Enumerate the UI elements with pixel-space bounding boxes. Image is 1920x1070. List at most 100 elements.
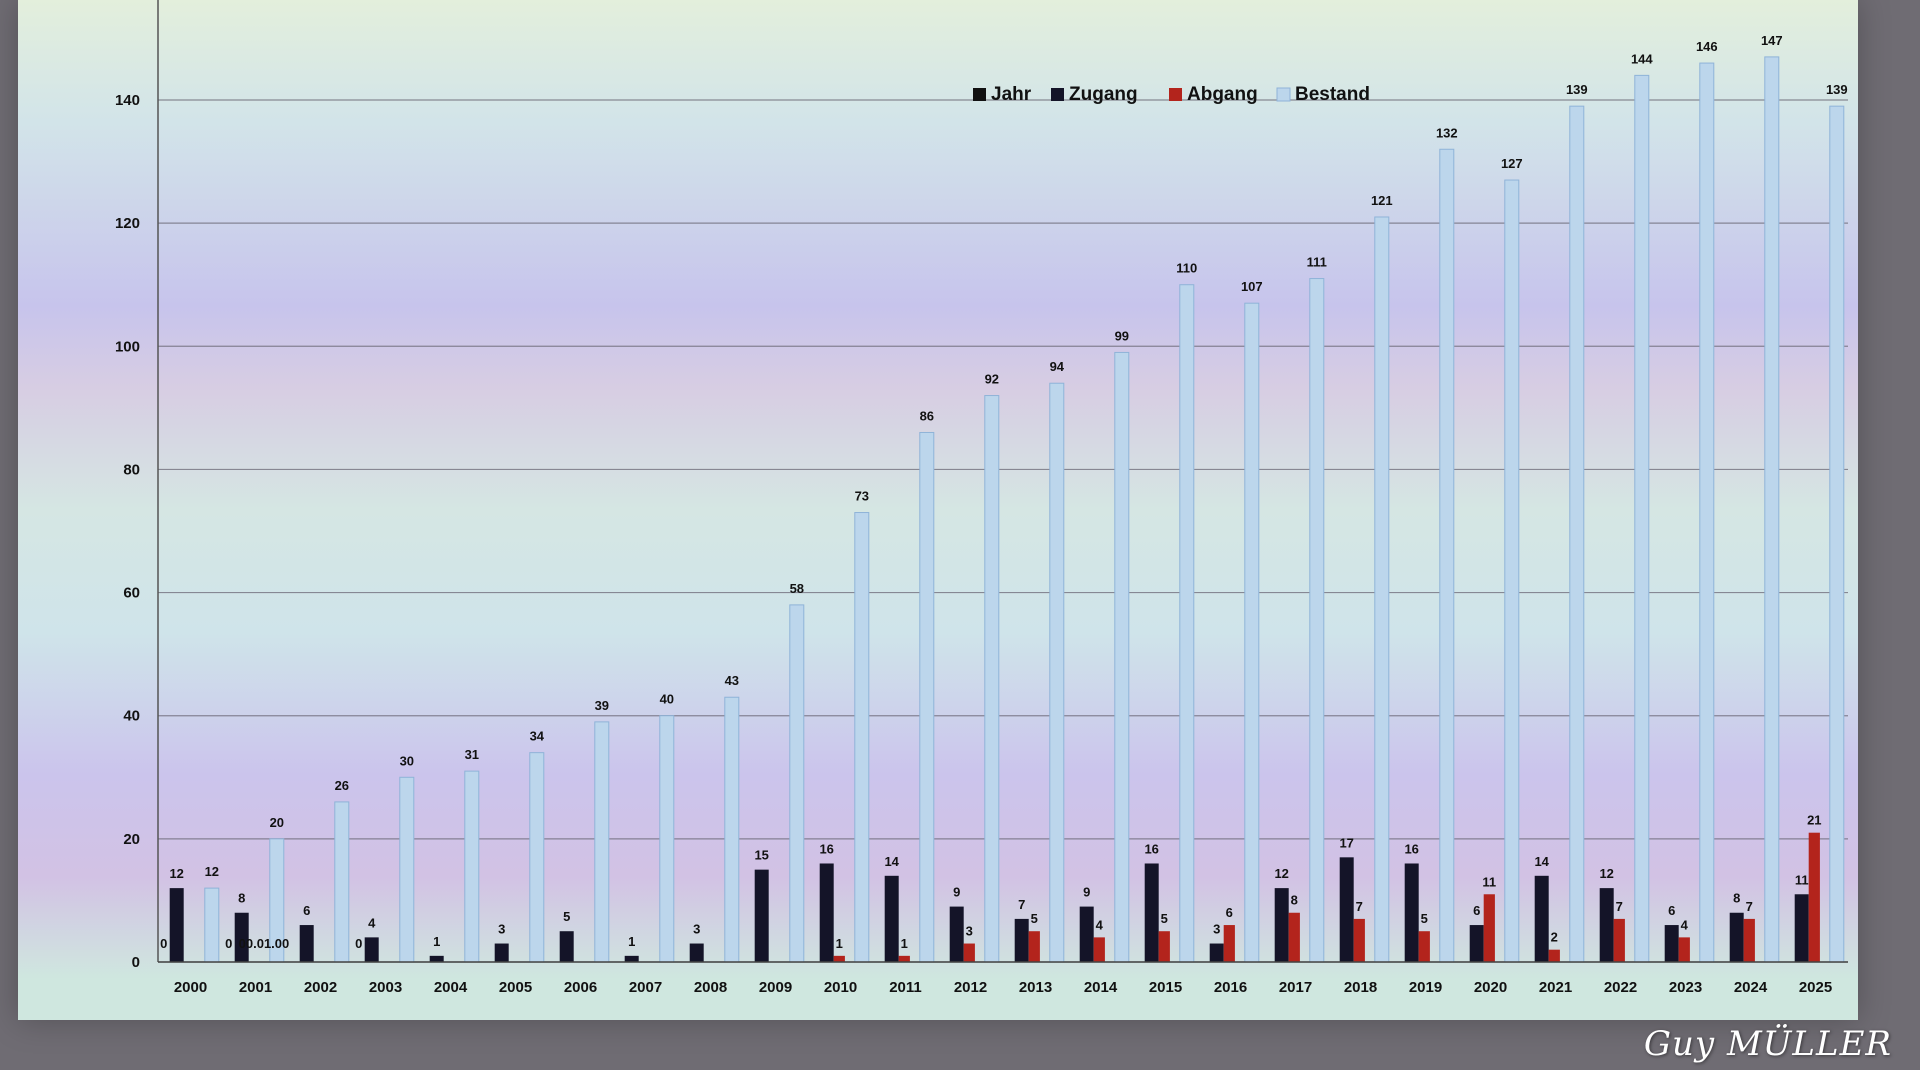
data-label-abgang: 6 <box>1226 905 1233 920</box>
data-label-jahr: 0 <box>355 936 362 951</box>
bar-zugang <box>1729 912 1744 962</box>
x-tick-label: 2024 <box>1734 979 1768 996</box>
data-label-bestand: 111 <box>1307 255 1327 270</box>
bar-zugang <box>429 955 444 962</box>
data-label-abgang: 21 <box>1807 813 1821 828</box>
bar-zugang <box>1534 875 1549 962</box>
bar-bestand <box>594 721 610 963</box>
x-tick-label: 2003 <box>369 979 402 996</box>
x-tick-label: 2011 <box>889 979 922 996</box>
x-tick-label: 2007 <box>629 979 662 996</box>
data-label-zugang: 8 <box>1733 891 1740 906</box>
bar-bestand <box>204 887 220 963</box>
x-tick-label: 2013 <box>1019 979 1052 996</box>
bar-abgang <box>1288 912 1300 962</box>
bar-zugang <box>1794 894 1809 962</box>
legend-swatch <box>1276 87 1291 102</box>
y-tick-label: 60 <box>123 585 140 602</box>
data-label-abgang: 4 <box>1681 917 1689 932</box>
data-label-abgang: 5 <box>1161 911 1168 926</box>
legend-swatch <box>1169 88 1182 101</box>
data-label-bestand: 34 <box>530 729 545 744</box>
bar-abgang <box>1158 931 1170 962</box>
x-tick-label: 2015 <box>1149 979 1182 996</box>
x-tick-label: 2021 <box>1539 979 1572 996</box>
bar-zugang <box>1404 863 1419 962</box>
data-label-zugang: 16 <box>1144 841 1158 856</box>
data-label-abgang: 1 <box>901 936 908 951</box>
data-label-bestand: 146 <box>1696 39 1718 54</box>
data-label-zugang: 12 <box>1599 866 1613 881</box>
x-tick-label: 2022 <box>1604 979 1637 996</box>
bars <box>169 56 1845 963</box>
data-label-zugang: 6 <box>303 903 310 918</box>
y-tick-label: 40 <box>123 708 140 725</box>
data-label-bestand: 147 <box>1761 33 1783 48</box>
x-tick-label: 2002 <box>304 979 337 996</box>
data-label-bestand: 144 <box>1631 51 1653 66</box>
bar-bestand <box>724 696 740 963</box>
legend-label: Abgang <box>1187 84 1258 105</box>
data-label-zugang: 6 <box>1668 903 1675 918</box>
bar-bestand <box>1634 74 1650 963</box>
y-tick-label: 120 <box>115 215 140 232</box>
data-label-jahr: 0 <box>225 936 232 951</box>
bar-abgang <box>1483 894 1495 962</box>
y-tick-label: 100 <box>115 338 140 355</box>
photographer-watermark: Guy MÜLLER <box>1643 1024 1892 1064</box>
bar-abgang <box>1223 925 1235 962</box>
data-label-zugang: 12 <box>1274 866 1288 881</box>
data-label-bestand: 31 <box>465 747 479 762</box>
bar-zugang <box>299 925 314 962</box>
bar-bestand <box>1569 105 1585 963</box>
bar-abgang <box>898 955 910 962</box>
x-tick-label: 2006 <box>564 979 597 996</box>
data-label-zugang: 4 <box>368 915 376 930</box>
bar-zugang <box>364 937 379 962</box>
x-tick-label: 2012 <box>954 979 987 996</box>
data-label-jahr: 0 <box>160 936 167 951</box>
bar-abgang <box>1418 931 1430 962</box>
bar-bestand <box>334 801 350 963</box>
data-label-zugang: 5 <box>563 909 570 924</box>
data-label-bestand: 94 <box>1050 359 1065 374</box>
x-tick-label: 2001 <box>239 979 272 996</box>
data-label-zugang: 3 <box>1213 922 1220 937</box>
data-label-bestand: 127 <box>1501 156 1523 171</box>
bar-bestand <box>789 604 805 963</box>
data-label-bestand: 30 <box>400 753 414 768</box>
bar-abgang <box>1808 832 1820 962</box>
bar-zugang <box>689 943 704 962</box>
data-label-abgang: 3 <box>966 924 973 939</box>
data-label-bestand: 39 <box>595 698 609 713</box>
data-label-abgang: 2 <box>1551 930 1558 945</box>
bar-zugang <box>819 863 834 962</box>
bar-bestand <box>1244 302 1260 963</box>
data-label-bestand: 92 <box>985 372 999 387</box>
x-tick-label: 2020 <box>1474 979 1507 996</box>
y-tick-label: 0 <box>132 954 140 971</box>
data-label-zugang: 15 <box>754 848 768 863</box>
bar-zugang <box>884 875 899 962</box>
gridlines <box>158 99 1848 963</box>
data-label-abgang: 11 <box>1482 874 1496 889</box>
data-label-bestand: 110 <box>1176 261 1197 276</box>
y-tick-label: 20 <box>123 831 140 848</box>
bar-bestand <box>1114 351 1130 963</box>
bar-bestand <box>1699 62 1715 963</box>
bar-bestand <box>1374 216 1390 963</box>
y-tick-label: 80 <box>123 461 140 478</box>
x-tick-label: 2010 <box>824 979 857 996</box>
x-tick-label: 2018 <box>1344 979 1377 996</box>
legend-label: Zugang <box>1069 84 1138 105</box>
data-label-zugang: 12 <box>169 866 183 881</box>
y-axis: 0 20 40 60 80 100 120 140 <box>115 0 159 971</box>
data-label-bestand: 121 <box>1371 193 1393 208</box>
bar-zugang <box>494 943 509 962</box>
bar-zugang <box>1209 943 1224 962</box>
x-tick-label: 2009 <box>759 979 792 996</box>
bar-zugang <box>559 931 574 962</box>
data-label-zugang: 9 <box>953 885 960 900</box>
